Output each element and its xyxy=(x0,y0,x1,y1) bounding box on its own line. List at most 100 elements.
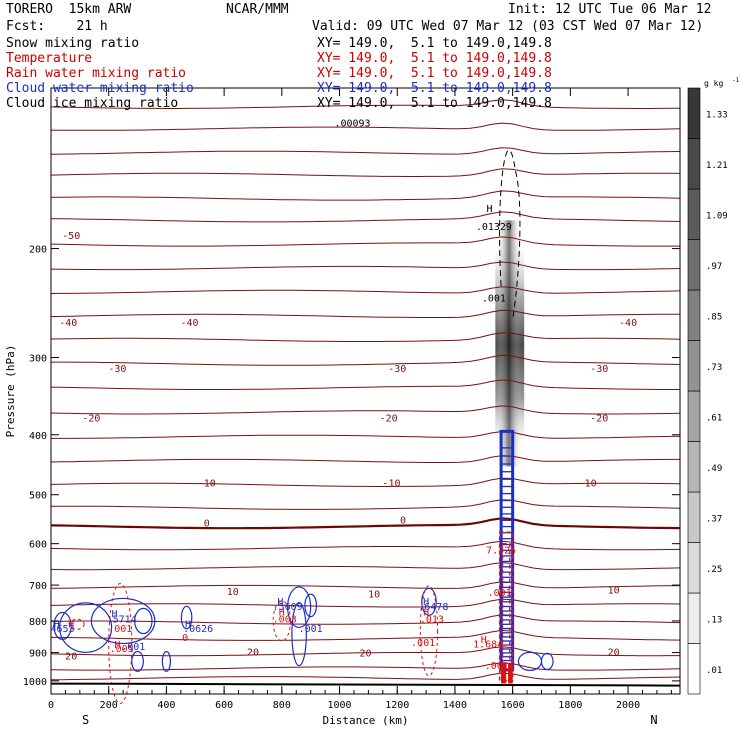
rain-water-column xyxy=(501,542,511,682)
y-tick-label: 600 xyxy=(29,540,47,551)
legend-rain-xy: XY= 149.0, 5.1 to 149.0,149.8 xyxy=(317,66,552,81)
field-label-cloud: H xyxy=(277,597,283,608)
field-label-ice: .00093 xyxy=(334,118,370,129)
colorbar-segment xyxy=(687,390,701,442)
temperature-label: 20 xyxy=(359,649,371,660)
legend-snow-xy: XY= 149.0, 5.1 to 149.0,149.8 xyxy=(317,36,552,51)
temperature-label: -20 xyxy=(82,413,100,424)
colorbar-label: .25 xyxy=(706,565,722,575)
colorbar-label: .85 xyxy=(706,312,722,322)
field-label-cloud: H xyxy=(423,597,429,608)
isotherm-line xyxy=(50,477,681,487)
ground-line xyxy=(50,682,681,687)
field-label-rain: .003 xyxy=(273,615,297,626)
rain-water-contour xyxy=(419,585,439,677)
colorbar-segment xyxy=(687,340,701,392)
colorbar-label: .61 xyxy=(706,413,722,423)
field-label-rain: .001 xyxy=(108,624,132,635)
field-label-cloud: H xyxy=(185,619,191,630)
x-tick-label: 800 xyxy=(273,700,291,711)
legend-cloud-water-xy: XY= 149.0, 5.1 to 149.0,149.8 xyxy=(317,81,552,96)
isotherm-line xyxy=(50,190,681,201)
field-label-rain: H xyxy=(114,640,120,651)
model-title: TORERO 15km ARW xyxy=(6,2,132,17)
colorbar-unit-exponent: -1 xyxy=(732,77,740,84)
y-tick-label: 900 xyxy=(29,649,47,660)
field-label-rain: H xyxy=(481,635,487,646)
isotherm-line xyxy=(50,236,680,247)
axis-end-right: N xyxy=(650,713,657,727)
legend-rain-label: Rain water mixing ratio xyxy=(6,66,187,81)
isotherm-line xyxy=(50,540,681,551)
isotherm-line xyxy=(50,562,681,571)
cloud-water-contour xyxy=(304,593,318,618)
isotherm-line xyxy=(50,455,680,463)
colorbar-segment xyxy=(687,592,701,644)
temperature-label: 20 xyxy=(65,652,77,663)
temperature-label: 0 xyxy=(400,515,406,526)
cloud-water-contour xyxy=(517,651,543,672)
legend-temperature-label: Temperature xyxy=(6,51,93,66)
temperature-label: 20 xyxy=(608,648,620,659)
temperature-label: -40 xyxy=(59,318,77,329)
field-label-cloud: .5609 xyxy=(273,602,303,613)
isotherm-line xyxy=(51,354,681,366)
field-label-rain: .001 xyxy=(485,661,509,672)
temperature-label: -20 xyxy=(380,413,398,424)
colorbar-segment xyxy=(687,441,701,493)
colorbar-label: 1.09 xyxy=(706,211,728,221)
field-label-snow: H xyxy=(487,204,493,215)
cloud-water-contour xyxy=(540,652,554,671)
rain-water-contour xyxy=(69,618,85,630)
field-label-cloud: H xyxy=(111,609,117,620)
colorbar-segment xyxy=(687,188,701,240)
field-label-cloud: .0626 xyxy=(183,624,213,635)
isotherm-zero xyxy=(50,517,681,530)
temperature-label: -40 xyxy=(619,318,637,329)
x-tick-label: 600 xyxy=(215,700,233,711)
field-label-rain: .005 xyxy=(110,644,134,655)
center-title: NCAR/MMM xyxy=(226,2,289,17)
snow-shading-core xyxy=(496,220,522,467)
isotherm-line xyxy=(50,99,681,109)
isotherm-line xyxy=(51,672,681,681)
isotherm-line xyxy=(50,122,681,131)
isotherm-line xyxy=(50,629,681,641)
isotherm-line xyxy=(50,309,680,318)
cloud-water-contour xyxy=(421,587,437,616)
legend-cloud-ice-xy: XY= 149.0, 5.1 to 149.0,149.8 xyxy=(317,96,552,111)
x-tick-label: 400 xyxy=(157,700,175,711)
y-tick-label: 800 xyxy=(29,617,47,628)
temperature-label: 10 xyxy=(368,589,380,600)
temperature-label: 0 xyxy=(204,519,210,530)
x-tick-label: 0 xyxy=(48,700,54,711)
temperature-label: -10 xyxy=(579,479,597,490)
field-label-cloud: H xyxy=(54,619,60,630)
y-tick-label: 300 xyxy=(29,353,47,364)
temperature-label: -10 xyxy=(382,479,400,490)
colorbar-label: .97 xyxy=(706,262,722,272)
legend-snow-label: Snow mixing ratio xyxy=(6,36,140,51)
field-label-cloud: 4653 xyxy=(50,624,74,635)
field-label-cloud: .001 xyxy=(299,624,323,635)
temperature-label: -30 xyxy=(388,364,406,375)
x-tick-label: 1600 xyxy=(501,700,525,711)
colorbar-label: .01 xyxy=(706,666,722,676)
x-tick-label: 1800 xyxy=(558,700,582,711)
field-label-cloud: .001 xyxy=(121,642,145,653)
rain-water-contour xyxy=(108,582,133,704)
rain-water-contour xyxy=(272,600,291,642)
field-label-rain: H xyxy=(68,619,74,630)
x-tick-label: 1200 xyxy=(385,700,409,711)
temperature-label: 10 xyxy=(608,586,620,597)
field-label-cloud: .6478 xyxy=(418,602,448,613)
colorbar-segment xyxy=(687,289,701,341)
isotherm-line xyxy=(50,581,681,589)
y-tick-label: 700 xyxy=(29,581,47,592)
cloud-water-contour xyxy=(161,650,172,672)
x-tick-label: 1400 xyxy=(443,700,467,711)
colorbar-label: .73 xyxy=(706,363,722,373)
temperature-label: -40 xyxy=(180,318,198,329)
x-tick-label: 2000 xyxy=(616,700,640,711)
